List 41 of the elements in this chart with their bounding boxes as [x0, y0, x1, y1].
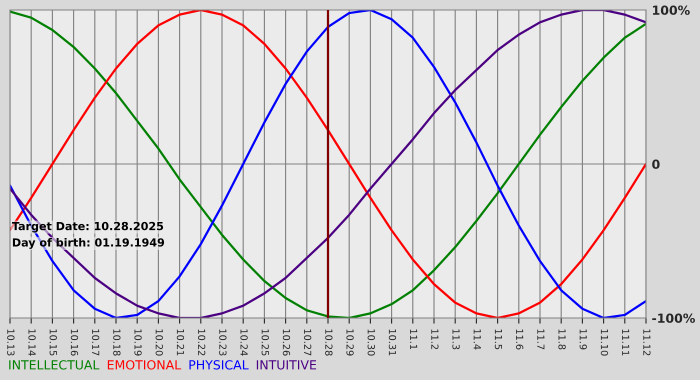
- x-tick-label: 11.1: [410, 329, 418, 350]
- y-tick-label: 0: [652, 159, 660, 169]
- x-tick-label: 10.21: [176, 329, 184, 356]
- x-tick-label: 10.17: [92, 329, 100, 356]
- x-tick-label: 10.20: [156, 329, 163, 356]
- x-tick-label: 10.24: [240, 329, 248, 356]
- x-tick-label: 10.27: [304, 329, 312, 356]
- annotation: Target Date: 10.28.2025: [12, 222, 164, 233]
- x-tick-label: 10.23: [219, 329, 227, 356]
- y-tick-label: 100%: [652, 5, 690, 15]
- x-tick-label: 10.31: [388, 329, 396, 356]
- x-tick-label: 11.10: [600, 329, 608, 356]
- x-tick-label: 11.8: [558, 329, 566, 350]
- x-tick-label: 10.14: [28, 329, 36, 356]
- text: EMOTIONAL: [108, 360, 182, 370]
- x-tick-label: 10.13: [7, 329, 15, 356]
- x-tick-label: 11.9: [580, 329, 587, 350]
- x-tick-label: 10.16: [70, 329, 78, 356]
- x-tick-label: 11.2: [431, 329, 439, 350]
- text: INTELLECTUAL: [9, 360, 100, 370]
- x-tick-label: 11.7: [537, 329, 544, 350]
- text: INTUITIVE: [256, 360, 316, 370]
- x-tick-label: 10.15: [50, 329, 57, 356]
- x-tick-label: 10.30: [368, 329, 375, 356]
- x-tick-label: 10.28: [325, 329, 333, 356]
- x-tick-label: 10.19: [134, 329, 142, 356]
- x-tick-label: 10.25: [262, 329, 269, 356]
- x-tick-label: 10.18: [113, 329, 121, 356]
- text: PHYSICAL: [189, 360, 249, 370]
- x-tick-label: 11.4: [474, 329, 481, 350]
- x-tick-label: 10.22: [198, 329, 206, 356]
- x-tick-label: 10.26: [282, 329, 290, 356]
- x-tick-label: 11.5: [494, 329, 502, 350]
- y-tick-label: -100%: [652, 313, 695, 323]
- x-tick-label: 11.12: [643, 329, 651, 356]
- x-tick-label: 10.29: [346, 329, 354, 356]
- x-tick-label: 11.6: [516, 329, 524, 350]
- x-tick-label: 11.11: [622, 329, 630, 356]
- annotation: Day of birth: 01.19.1949: [12, 238, 164, 249]
- line-series: [10, 10, 646, 318]
- x-tick-label: 11.3: [452, 329, 460, 350]
